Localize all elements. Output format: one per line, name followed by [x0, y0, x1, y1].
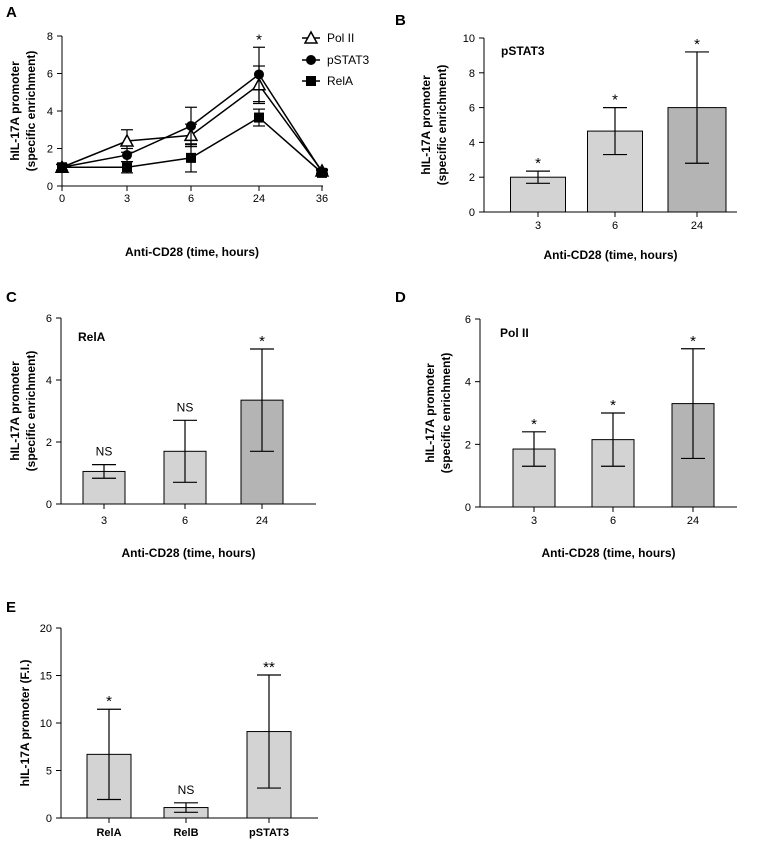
y-axis-title: hIL-17A promoter	[8, 361, 22, 461]
y-tick-label: 2	[465, 439, 471, 451]
legend-marker-triangle	[303, 30, 319, 44]
x-tick-label: 3	[101, 515, 107, 527]
panel-label: E	[6, 599, 16, 616]
significance-marker: *	[690, 333, 696, 350]
y-tick-label: 2	[469, 172, 475, 184]
x-tick-label: 36	[316, 193, 328, 205]
y-tick-label: 0	[465, 502, 471, 514]
x-tick-label: 6	[182, 515, 188, 527]
x-tick-label: 6	[610, 515, 616, 527]
y-tick-label: 0	[46, 499, 52, 511]
y-tick-label: 8	[469, 68, 475, 80]
ns-label: NS	[177, 400, 194, 414]
y-tick-label: 10	[40, 718, 52, 730]
data-point-square	[122, 162, 132, 173]
y-tick-label: 0	[47, 181, 53, 193]
y-axis-title: (specific enrichment)	[439, 353, 453, 474]
y-tick-label: 6	[465, 314, 471, 326]
legend-label: pSTAT3	[327, 53, 370, 67]
panel-label: A	[6, 4, 17, 21]
legend-label: RelA	[327, 74, 353, 88]
data-point-circle	[186, 121, 196, 131]
data-point-triangle	[119, 133, 135, 147]
x-axis-title: Anti-CD28 (time, hours)	[121, 546, 255, 560]
significance-marker: *	[694, 36, 700, 53]
x-axis-title: Anti-CD28 (time, hours)	[541, 546, 675, 560]
y-tick-label: 2	[47, 144, 53, 156]
x-tick-label: 0	[59, 193, 65, 205]
chart-inset-title: Pol II	[500, 326, 529, 340]
significance-marker: *	[259, 333, 265, 350]
x-tick-label: 24	[253, 193, 265, 205]
data-point-circle	[254, 69, 264, 80]
significance-marker: *	[612, 92, 618, 109]
x-tick-label: pSTAT3	[249, 827, 289, 839]
y-tick-label: 6	[46, 313, 52, 325]
x-tick-label: 3	[531, 515, 537, 527]
x-tick-label: RelB	[173, 827, 198, 839]
significance-marker: *	[256, 31, 262, 48]
x-tick-label: 3	[535, 220, 541, 232]
x-axis-title: Anti-CD28 (time, hours)	[543, 248, 677, 262]
significance-marker: *	[535, 155, 541, 172]
significance-marker: *	[531, 416, 537, 433]
y-axis-title: hIL-17A promoter	[8, 61, 22, 161]
chart-inset-title: RelA	[78, 330, 106, 344]
y-axis-title: (specific enrichment)	[435, 65, 449, 186]
x-tick-label: 24	[691, 220, 703, 232]
y-tick-label: 0	[469, 207, 475, 219]
y-tick-label: 4	[46, 375, 52, 387]
x-tick-label: 6	[612, 220, 618, 232]
x-tick-label: 24	[687, 515, 699, 527]
data-point-square	[57, 162, 67, 173]
y-axis-title: (specific enrichment)	[24, 51, 38, 172]
y-tick-label: 20	[40, 623, 52, 635]
ns-label: NS	[96, 445, 113, 459]
x-tick-label: 3	[124, 193, 130, 205]
y-tick-label: 8	[47, 31, 53, 43]
y-axis-title: (specific enrichment)	[24, 351, 38, 472]
x-axis-title: Anti-CD28 (time, hours)	[125, 245, 259, 259]
y-axis-title: hIL-17A promoter	[419, 75, 433, 175]
y-tick-label: 4	[465, 377, 471, 389]
y-axis-title: hIL-17A promoter	[423, 363, 437, 463]
panel-label: D	[395, 289, 406, 306]
legend-marker-square	[306, 76, 316, 86]
significance-marker: **	[263, 659, 275, 676]
significance-marker: *	[106, 693, 112, 710]
y-tick-label: 4	[47, 106, 53, 118]
y-tick-label: 4	[469, 137, 475, 149]
x-tick-label: RelA	[96, 827, 121, 839]
y-tick-label: 0	[46, 813, 52, 825]
data-point-square	[186, 152, 196, 163]
legend-marker-circle	[306, 55, 316, 65]
legend-label: Pol II	[327, 31, 354, 45]
panel-label: B	[395, 12, 406, 29]
panel-e-bar-chart: E 0 5 10 15 20 hIL-17A promoter (F.I.) RelA * Rel…	[6, 599, 318, 839]
panel-label: C	[6, 289, 17, 306]
ns-label: NS	[178, 783, 195, 797]
data-point-square	[317, 167, 327, 178]
data-point-circle	[122, 150, 132, 161]
y-tick-label: 6	[469, 103, 475, 115]
significance-marker: *	[610, 397, 616, 414]
chart-inset-title: pSTAT3	[501, 44, 545, 58]
y-axis-title: hIL-17A promoter (F.I.)	[18, 660, 32, 787]
y-tick-label: 15	[40, 671, 52, 683]
data-point-square	[254, 112, 264, 123]
y-tick-label: 6	[47, 69, 53, 81]
y-tick-label: 10	[463, 33, 475, 45]
x-tick-label: 6	[188, 193, 194, 205]
y-tick-label: 2	[46, 437, 52, 449]
y-tick-label: 5	[46, 766, 52, 778]
x-tick-label: 24	[256, 515, 268, 527]
